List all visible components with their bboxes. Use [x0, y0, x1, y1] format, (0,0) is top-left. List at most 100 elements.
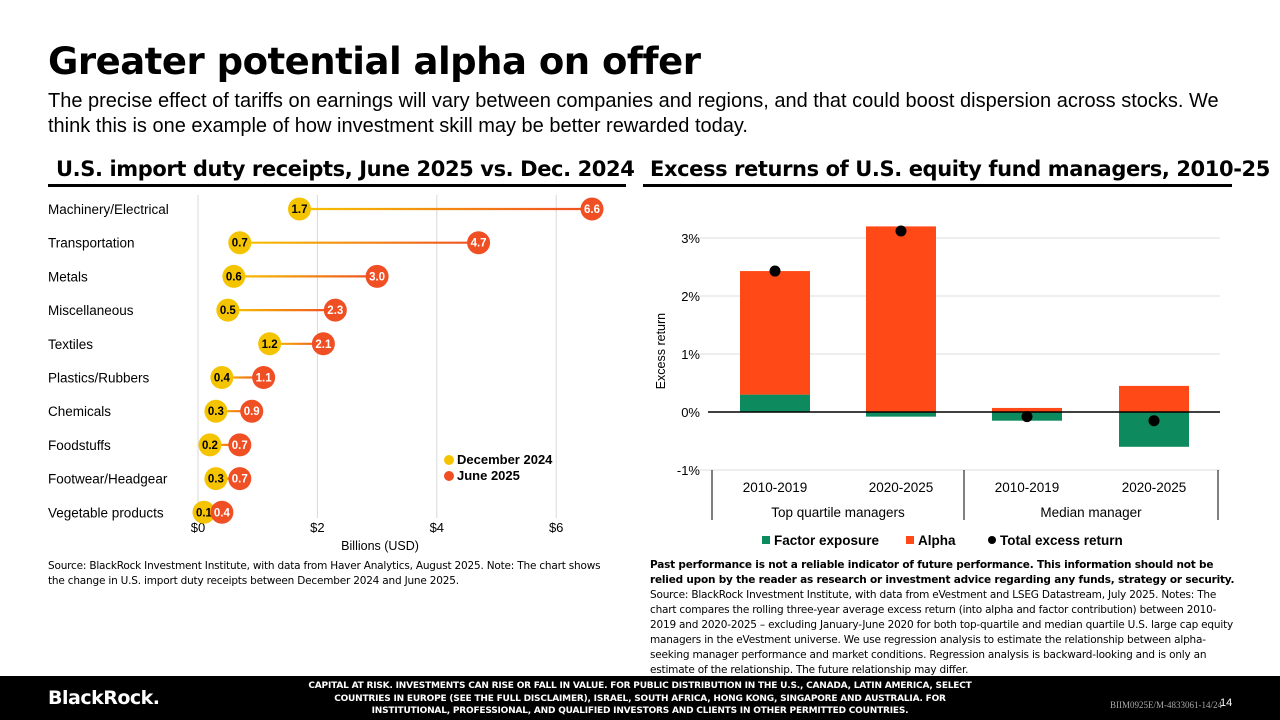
category-label: Metals: [48, 269, 88, 284]
import-duty-chart: $0 $2 $4 $6 Billions (USD) Machinery/Electric…: [48, 195, 604, 553]
dec-2024-value-label: 0.3: [208, 406, 224, 418]
alpha-bar: [1119, 385, 1189, 412]
alpha-bar: [740, 271, 810, 395]
legend-marker: [444, 455, 454, 465]
jun-2025-point: [311, 332, 335, 356]
legend-label: Total excess return: [1000, 533, 1123, 548]
jun-2025-value-label: 3.0: [369, 271, 385, 283]
dec-2024-value-label: 0.2: [202, 440, 218, 452]
category-label: Foodstuffs: [48, 438, 111, 453]
x-tick-label: 2020-2025: [869, 480, 934, 495]
legend-marker: [444, 471, 454, 481]
legend-marker: [906, 536, 914, 544]
jun-2025-point: [323, 298, 347, 322]
category-label: Chemicals: [48, 404, 111, 419]
y-tick-label: 0%: [681, 405, 700, 420]
y-axis-label: Excess return: [654, 313, 668, 389]
excess-returns-chart: -1% 0% 1% 2% 3% Excess return 2010-2019 2020-20…: [654, 225, 1220, 548]
dec-2024-value-label: 0.6: [226, 271, 242, 283]
jun-2025-point: [228, 433, 252, 457]
x-tick-label: $4: [430, 520, 444, 535]
dec-2024-point: [198, 433, 222, 457]
alpha-bar: [992, 407, 1062, 412]
left-heading-rule: [48, 184, 626, 187]
legend-label: December 2024: [457, 452, 553, 467]
dec-2024-value-label: 0.4: [214, 373, 231, 385]
dec-2024-point: [204, 467, 228, 491]
group-label: Top quartile managers: [771, 505, 905, 520]
y-tick-label: 2%: [681, 289, 700, 304]
jun-2025-point: [210, 500, 234, 524]
jun-2025-value-label: 1.1: [256, 373, 273, 385]
dec-2024-value-label: 0.1: [196, 507, 213, 519]
x-tick-label: $0: [191, 520, 205, 535]
legend-marker: [762, 536, 770, 544]
jun-2025-point: [240, 399, 264, 423]
group-label: Median manager: [1040, 505, 1142, 520]
y-tick-label: 3%: [681, 231, 700, 246]
dec-2024-point: [216, 298, 240, 322]
page-number: 14: [1220, 697, 1233, 709]
legend-marker: [988, 536, 996, 544]
footer-disclaimer: CAPITAL AT RISK. INVESTMENTS CAN RISE OR…: [308, 681, 972, 716]
x-tick-label: 2010-2019: [743, 480, 808, 495]
jun-2025-value-label: 4.7: [471, 238, 487, 250]
dec-2024-value-label: 0.7: [232, 238, 248, 250]
category-label: Footwear/Headgear: [48, 472, 168, 487]
category-label: Machinery/Electrical: [48, 202, 169, 217]
dec-2024-value-label: 1.7: [291, 204, 307, 216]
dec-2024-value-label: 0.5: [220, 305, 237, 317]
jun-2025-point: [365, 264, 389, 288]
page-subtitle: The precise effect of tariffs on earning…: [48, 90, 1219, 137]
right-source-note: Past performance is not a reliable indic…: [650, 558, 1235, 678]
jun-2025-value-label: 0.7: [232, 474, 248, 486]
right-heading-rule: [643, 184, 1232, 187]
dec-2024-point: [204, 399, 228, 423]
y-tick-label: -1%: [677, 463, 701, 478]
category-label: Textiles: [48, 337, 93, 352]
document-id: BIIM0925E/M-4833061-14/24: [1110, 700, 1222, 710]
x-axis-label: Billions (USD): [341, 539, 419, 553]
x-tick-label: 2020-2025: [1122, 480, 1187, 495]
category-label: Miscellaneous: [48, 303, 134, 318]
performance-disclaimer: Past performance is not a reliable indic…: [650, 559, 1235, 586]
jun-2025-point: [228, 467, 252, 491]
jun-2025-value-label: 0.4: [214, 507, 231, 519]
factor-exposure-bar: [866, 412, 936, 417]
dec-2024-point: [258, 332, 282, 356]
total-excess-return-point: [1148, 415, 1160, 427]
x-tick-label: $2: [310, 520, 324, 535]
jun-2025-point: [467, 231, 491, 255]
legend-label: June 2025: [457, 468, 520, 483]
alpha-bar: [866, 226, 936, 412]
jun-2025-value-label: 2.1: [315, 339, 332, 351]
left-source-note: Source: BlackRock Investment Institute, …: [48, 560, 601, 587]
right-chart-heading: Excess returns of U.S. equity fund manag…: [650, 157, 1270, 181]
jun-2025-value-label: 2.3: [327, 305, 343, 317]
jun-2025-point: [252, 366, 276, 389]
category-label: Plastics/Rubbers: [48, 371, 150, 386]
total-excess-return-point: [1021, 411, 1033, 423]
dec-2024-value-label: 0.3: [208, 474, 224, 486]
page-title: Greater potential alpha on offer: [48, 40, 701, 83]
jun-2025-value-label: 0.7: [232, 440, 248, 452]
blackrock-logo: BlackRock.: [48, 687, 160, 709]
category-label: Vegetable products: [48, 505, 164, 520]
legend-label: Factor exposure: [774, 533, 880, 548]
dec-2024-point: [192, 500, 216, 524]
y-tick-label: 1%: [681, 347, 700, 362]
x-tick-label: $6: [549, 520, 563, 535]
right-source-text: Source: BlackRock Investment Institute, …: [650, 589, 1234, 676]
jun-2025-point: [580, 197, 604, 221]
dec-2024-point: [228, 231, 252, 255]
x-tick-label: 2010-2019: [995, 480, 1060, 495]
factor-exposure-bar: [740, 394, 810, 412]
dec-2024-point: [287, 197, 311, 221]
left-chart-heading: U.S. import duty receipts, June 2025 vs.…: [56, 157, 635, 181]
dec-2024-point: [222, 264, 246, 288]
jun-2025-value-label: 0.9: [244, 406, 260, 418]
dec-2024-point: [210, 366, 234, 389]
category-label: Transportation: [48, 236, 135, 251]
jun-2025-value-label: 6.6: [584, 204, 600, 216]
total-excess-return-point: [895, 225, 907, 237]
